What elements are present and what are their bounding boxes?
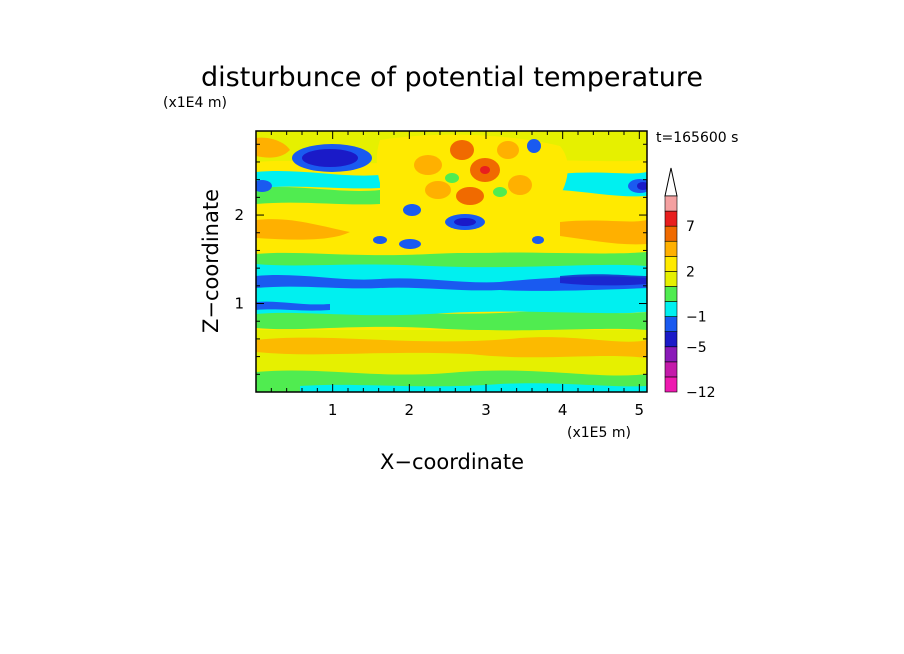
colorbar-swatch bbox=[664, 225, 678, 242]
cold-cell-2-core bbox=[454, 218, 476, 226]
colorbar-swatch bbox=[664, 331, 678, 348]
colorbar-tick-label: −12 bbox=[686, 385, 716, 401]
x-tick-label: 4 bbox=[558, 401, 568, 419]
warm-cell-6 bbox=[456, 187, 484, 205]
warm-cell-1 bbox=[414, 155, 442, 175]
x-axis-label: X−coordinate bbox=[380, 450, 524, 474]
y-tick-label: 2 bbox=[234, 206, 244, 224]
colorbar-swatch bbox=[664, 240, 678, 257]
green-cell-1 bbox=[445, 173, 459, 183]
y-unit-label: (x1E4 m) bbox=[163, 95, 227, 111]
plot-frame bbox=[255, 130, 648, 393]
cold-cell-6 bbox=[532, 236, 544, 244]
band-green-upper-left bbox=[256, 187, 380, 205]
cold-core-right-edge-inner bbox=[637, 182, 647, 190]
band-bottom-cyan bbox=[300, 383, 647, 392]
colorbar-swatch bbox=[664, 195, 678, 212]
time-label: t=165600 s bbox=[656, 130, 738, 146]
colorbar-swatch bbox=[664, 210, 678, 227]
colorbar-arrow bbox=[664, 167, 678, 197]
y-axis-label: Z−coordinate bbox=[199, 189, 223, 333]
band-lower-orange bbox=[256, 337, 647, 358]
colorbar-swatch bbox=[664, 346, 678, 363]
colorbar-tick-label: 2 bbox=[686, 264, 695, 280]
warm-cell-2 bbox=[450, 140, 474, 160]
colorbar-swatch bbox=[664, 316, 678, 332]
cold-core-top-left bbox=[302, 149, 358, 167]
x-tick-label: 1 bbox=[328, 401, 338, 419]
colorbar-tick-label: −1 bbox=[686, 310, 707, 326]
colorbar-tick-label: −5 bbox=[686, 340, 707, 356]
y-axis: 12 bbox=[234, 143, 647, 375]
x-unit-label: (x1E5 m) bbox=[567, 425, 631, 441]
colorbar-swatch bbox=[664, 361, 678, 378]
warm-cell-3-core bbox=[480, 166, 490, 174]
colorbar-swatch bbox=[664, 301, 678, 317]
colorbar-swatch bbox=[664, 256, 678, 272]
band-cyan-upper bbox=[256, 171, 380, 189]
band-top-orange bbox=[256, 137, 290, 158]
colorbar: −12−5−127 bbox=[664, 167, 716, 401]
band-blue-low bbox=[256, 301, 330, 311]
y-tick-label: 1 bbox=[234, 295, 244, 313]
cold-cell-5 bbox=[527, 139, 541, 153]
x-tick-label: 3 bbox=[481, 401, 491, 419]
x-tick-label: 5 bbox=[635, 401, 645, 419]
band-upper-orange-right bbox=[560, 220, 647, 245]
band-navy bbox=[560, 274, 647, 286]
colorbar-tick-label: 7 bbox=[686, 219, 695, 235]
band-blue bbox=[256, 275, 647, 291]
x-axis: 1 2 3 4 5 bbox=[270, 131, 645, 419]
colorbar-swatch bbox=[664, 271, 678, 287]
cold-cell-3 bbox=[399, 239, 421, 249]
warm-cell-7 bbox=[508, 175, 532, 195]
band-cyan-upper-right bbox=[560, 172, 647, 197]
x-tick-label: 2 bbox=[405, 401, 415, 419]
cold-core-left-edge bbox=[256, 180, 272, 192]
band-upper-orange bbox=[256, 219, 350, 240]
colorbar-swatch bbox=[664, 376, 678, 393]
green-cell-2 bbox=[493, 187, 507, 197]
warm-cell-5 bbox=[425, 181, 451, 199]
warm-cell-4 bbox=[497, 141, 519, 159]
chart-title: disturbunce of potential temperature bbox=[201, 62, 703, 93]
contour-field bbox=[256, 131, 647, 392]
colorbar-swatch bbox=[664, 286, 678, 302]
cold-cell-4 bbox=[373, 236, 387, 244]
cold-cell-1 bbox=[403, 204, 421, 216]
